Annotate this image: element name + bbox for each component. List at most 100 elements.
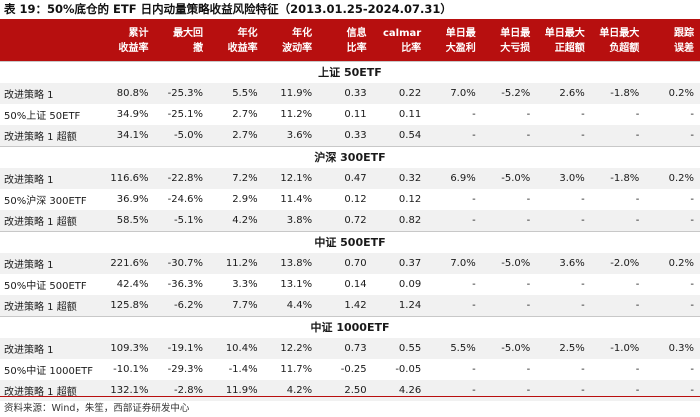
table-cell: - — [690, 193, 694, 205]
table-cell: - — [635, 278, 640, 290]
table-cell: - — [690, 363, 694, 375]
section-row: 沪深 300ETF — [0, 145, 700, 168]
row-label: 改进策略 1 — [0, 82, 100, 104]
table-cell: - — [581, 363, 585, 375]
table-cell: 34.1% — [100, 124, 155, 146]
column-header-line: 单日最 — [445, 27, 476, 39]
table-cell: - — [427, 209, 482, 231]
header-row: 累计 收益率 最大回撤年化 收益率 年化 波动率 信息 比率 calmar 比率 单日最 大盈利 单日最… — [0, 21, 700, 61]
table-cell: 0.82 — [372, 209, 428, 231]
table-cell: 0.11 — [398, 108, 422, 120]
table-cell: - — [481, 209, 537, 231]
column-header-line: 波动率 — [282, 42, 313, 54]
column-header-line: 比率 — [401, 42, 422, 54]
table-cell: 0.2% — [645, 252, 700, 274]
column-header: 单日最 大亏损 — [481, 21, 537, 61]
table-cell: -10.1% — [113, 363, 149, 375]
column-header-line: 单日最大 — [599, 27, 640, 39]
table-cell: 7.2% — [209, 167, 264, 189]
column-header — [0, 21, 100, 61]
table-cell: -1.0% — [590, 337, 646, 359]
table-cell: -24.6% — [167, 193, 204, 205]
table-cell: 12.2% — [263, 337, 319, 359]
column-header: 单日最大 正超额 — [536, 21, 591, 61]
table-cell: 0.37 — [372, 252, 428, 274]
table-row: 改进策略 1 116.6% -22.8% 7.2% 12.1% 0.47 0.32 6.9% -… — [0, 167, 700, 189]
table-cell: -29.3% — [167, 363, 204, 375]
table-cell: 3.8% — [263, 209, 319, 231]
column-header-line: 信息 — [346, 27, 367, 39]
table-cell: - — [536, 294, 591, 316]
table-cell: - — [690, 108, 694, 120]
table-cell: -25.1% — [167, 108, 204, 120]
table-cell: 7.0% — [427, 82, 482, 104]
table-cell: - — [635, 363, 640, 375]
table-cell: -19.1% — [154, 337, 210, 359]
section-row: 中证 1000ETF — [0, 315, 700, 338]
table-row: 50%中证 500ETF 42.4% -36.3% 3.3% 13.1% 0.14 0.09… — [0, 274, 700, 295]
table-cell: - — [581, 108, 585, 120]
table-cell: -5.0% — [154, 124, 210, 146]
column-header-line: 年化 — [292, 27, 313, 39]
table-cell: -36.3% — [167, 278, 204, 290]
table-body: 上证 50ETF 改进策略 1 80.8% -25.3% 5.5% 11.9% 0.33 0.… — [0, 60, 700, 401]
table-cell: 1.24 — [372, 294, 428, 316]
table-cell: -6.2% — [154, 294, 210, 316]
column-header-line: 年化 — [237, 27, 258, 39]
table-cell: 5.5% — [209, 82, 264, 104]
table-row: 50%沪深 300ETF 36.9% -24.6% 2.9% 11.4% 0.12 0.12… — [0, 189, 700, 210]
table-cell: 4.2% — [263, 379, 319, 401]
strategy-risk-return-table: 累计 收益率 最大回撤年化 收益率 年化 波动率 信息 比率 calmar 比率 单日最 大盈利 单日最… — [0, 21, 700, 401]
section-title: 沪深 300ETF — [0, 145, 700, 168]
row-label: 50%中证 1000ETF — [4, 365, 94, 377]
section-row: 中证 500ETF — [0, 230, 700, 253]
table-cell: 2.6% — [536, 82, 591, 104]
table-cell: -1.8% — [590, 82, 646, 104]
table-cell: - — [645, 124, 700, 146]
title-divider — [0, 19, 700, 21]
table-cell: - — [526, 363, 531, 375]
table-cell: 3.0% — [536, 167, 591, 189]
row-label: 改进策略 1 — [0, 337, 100, 359]
table-cell: -25.3% — [154, 82, 210, 104]
table-cell: -5.1% — [154, 209, 210, 231]
table-cell: -1.4% — [228, 363, 258, 375]
table-cell: 0.11 — [344, 108, 367, 120]
table-cell: -2.8% — [154, 379, 210, 401]
table-cell: - — [472, 193, 476, 205]
table-cell: - — [536, 124, 591, 146]
column-header-line: 跟踪 — [674, 27, 694, 39]
table-cell: - — [690, 278, 694, 290]
table-cell: - — [590, 124, 646, 146]
section-title: 上证 50ETF — [0, 60, 700, 83]
table-cell: 2.9% — [232, 193, 258, 205]
table-cell: - — [536, 379, 591, 401]
row-label: 改进策略 1 — [0, 252, 100, 274]
table-cell: - — [481, 294, 537, 316]
table-cell: 13.1% — [280, 278, 313, 290]
column-header-line: 单日最大 — [544, 27, 585, 39]
table-cell: 80.8% — [100, 82, 155, 104]
column-header: calmar 比率 — [372, 21, 428, 61]
table-cell: - — [645, 209, 700, 231]
table-cell: 0.33 — [318, 124, 373, 146]
table-row: 改进策略 1 超额 132.1% -2.8% 11.9% 4.2% 2.50 4.26- - -… — [0, 379, 700, 401]
column-header-line: calmar — [382, 27, 422, 39]
column-header-line: 收益率 — [118, 42, 149, 54]
column-header-line: 累计 — [128, 27, 149, 39]
table-cell: 11.2% — [280, 108, 313, 120]
row-label: 50%沪深 300ETF — [4, 195, 87, 207]
table-cell: - — [427, 294, 482, 316]
table-cell: 12.1% — [263, 167, 319, 189]
row-label: 50%上证 50ETF — [4, 110, 81, 122]
column-header-line: 收益率 — [227, 42, 258, 54]
table-cell: 0.55 — [372, 337, 428, 359]
table-cell: 0.12 — [344, 193, 367, 205]
table-cell: 109.3% — [100, 337, 155, 359]
table-cell: 116.6% — [100, 167, 155, 189]
source-footer: 资料来源：Wind，朱笙，西部证券研发中心 — [0, 396, 700, 417]
table-cell: - — [481, 124, 537, 146]
table-cell: 2.50 — [318, 379, 373, 401]
table-cell: 0.54 — [372, 124, 428, 146]
table-cell: - — [526, 278, 531, 290]
